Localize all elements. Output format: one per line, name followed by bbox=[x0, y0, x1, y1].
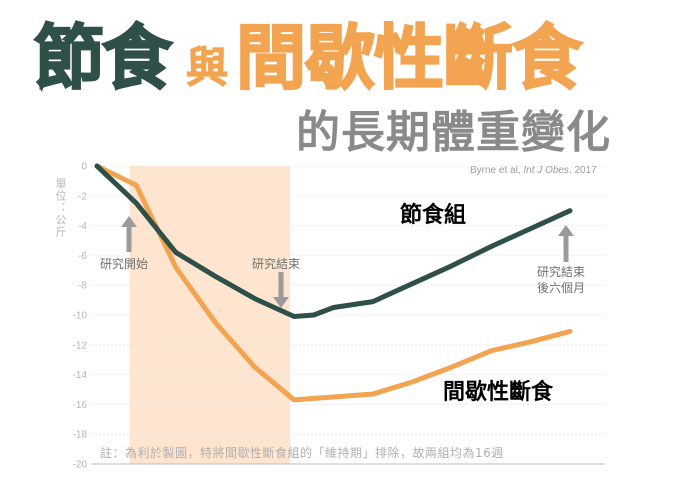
y-tick-label: -6 bbox=[78, 251, 87, 262]
series-label-fasting: 間歇性斷食 bbox=[443, 380, 554, 405]
annotation-study-start: 研究開始 bbox=[100, 257, 149, 271]
arrow-study-end-icon bbox=[273, 272, 289, 308]
annotation-followup-line2: 後六個月 bbox=[537, 281, 586, 295]
annotation-study-end: 研究結束 bbox=[252, 257, 301, 271]
subtitle: 的長期體重變化 bbox=[296, 107, 611, 158]
annotation-followup-line1: 研究結束 bbox=[537, 265, 586, 279]
y-tick-label: -8 bbox=[78, 281, 87, 292]
y-tick-label: -18 bbox=[73, 430, 88, 441]
series-label-diet: 節食組 bbox=[400, 203, 467, 228]
y-tick-label: 0 bbox=[81, 162, 87, 173]
title-diet: 節食 bbox=[33, 17, 173, 99]
y-tick-label: -2 bbox=[78, 191, 87, 202]
y-tick-label: -4 bbox=[78, 221, 87, 232]
title-connector: 與 bbox=[185, 43, 229, 92]
footnote: 註：為利於製圖，特將間歇性斷食組的「維持期」排除，故兩組均為16週 bbox=[100, 446, 504, 460]
arrow-followup-icon bbox=[558, 225, 574, 262]
y-tick-label: -20 bbox=[73, 460, 88, 471]
credit-authors: Byrne et al, bbox=[470, 165, 524, 176]
title-fasting: 間歇性斷食 bbox=[235, 17, 583, 99]
credit-journal: Int J Obes bbox=[523, 165, 569, 176]
credit-year: . 2017 bbox=[568, 165, 597, 176]
annotation-arrows bbox=[121, 216, 574, 308]
y-tick-label: -14 bbox=[73, 370, 88, 381]
y-axis-unit-label: 單位：公斤 bbox=[54, 178, 67, 238]
series-lines bbox=[94, 163, 573, 403]
annotation-followup: 研究結束 後六個月 bbox=[537, 264, 585, 296]
y-tick-labels: 0 -2 -4 -6 -8 -10 -12 -14 -16 -18 -20 bbox=[73, 162, 88, 471]
series-line-diet bbox=[94, 163, 573, 319]
y-tick-label: -12 bbox=[73, 340, 88, 351]
y-tick-label: -10 bbox=[73, 311, 88, 322]
title-block: 節食 與 間歇性斷食 bbox=[0, 14, 681, 104]
source-credit: Byrne et al, Int J Obes. 2017 bbox=[470, 165, 597, 176]
y-tick-label: -16 bbox=[73, 400, 88, 411]
arrow-study-start-icon bbox=[121, 216, 137, 252]
series-line-fasting bbox=[94, 163, 573, 403]
